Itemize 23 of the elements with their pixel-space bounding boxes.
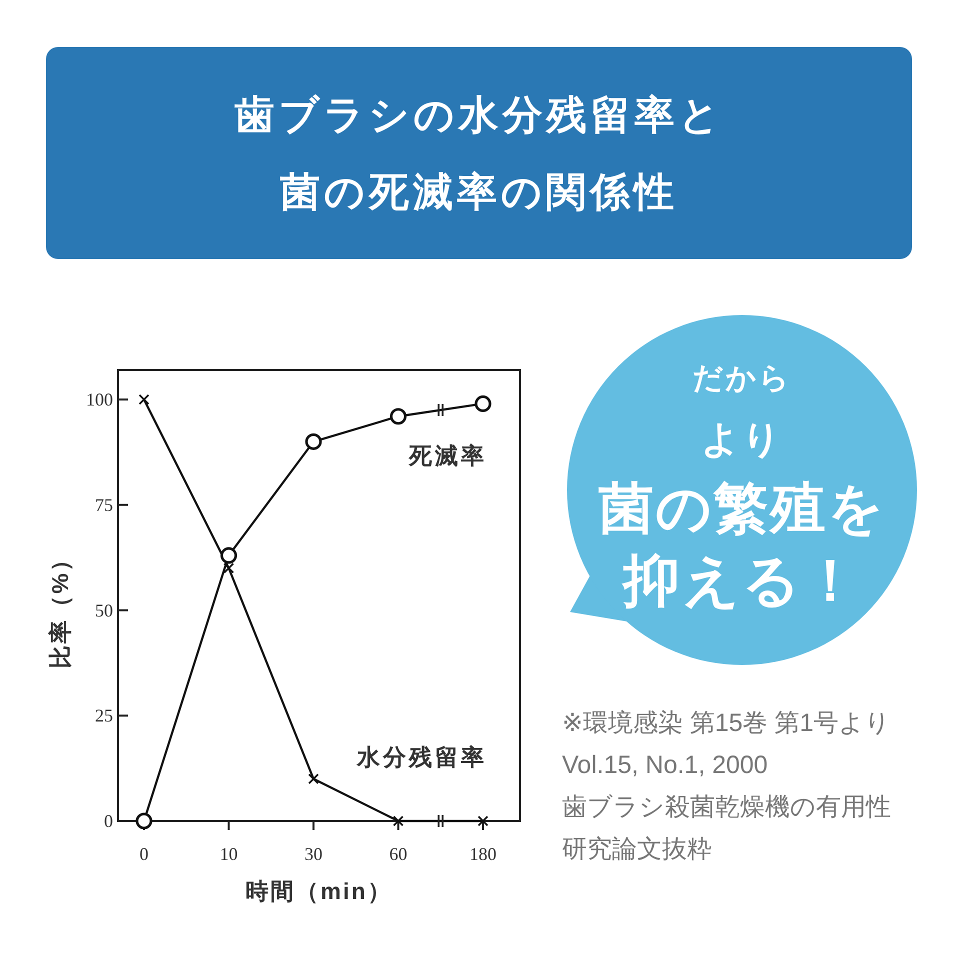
text: 歯ブラシ殺菌乾燥機の有用性 bbox=[562, 793, 891, 821]
x-tick-label: 180 bbox=[470, 844, 496, 864]
text: 抑える！ bbox=[621, 549, 861, 613]
text: ※環境感染 第15巻 第1号より bbox=[562, 709, 891, 737]
y-tick-label: 25 bbox=[95, 706, 113, 726]
x-tick-label: 30 bbox=[304, 844, 322, 864]
y-tick-label: 50 bbox=[95, 600, 113, 620]
text: より bbox=[701, 419, 783, 461]
x-tick-label: 0 bbox=[140, 844, 148, 864]
y-tick-label: 75 bbox=[95, 494, 113, 515]
text: 研究論文抜粋 bbox=[562, 835, 712, 863]
x-tick-label: 60 bbox=[389, 844, 408, 864]
y-tick-label: 100 bbox=[86, 390, 113, 410]
x-tick-label: 10 bbox=[220, 844, 238, 864]
text: だから bbox=[692, 362, 792, 395]
x-axis-title: 時間（min） bbox=[246, 878, 392, 904]
y-tick-label: 0 bbox=[104, 811, 113, 831]
chart-title: 歯ブラシの水分残留率と菌の死滅率の関係性 bbox=[234, 94, 724, 214]
y-axis-title: 比率（%） bbox=[47, 546, 73, 669]
text: 菌の繁殖を bbox=[598, 477, 886, 539]
series-label: 水分残留率 bbox=[356, 744, 487, 770]
series-label: 死滅率 bbox=[408, 442, 487, 469]
text: Vol.15, No.1, 2000 bbox=[562, 751, 768, 779]
